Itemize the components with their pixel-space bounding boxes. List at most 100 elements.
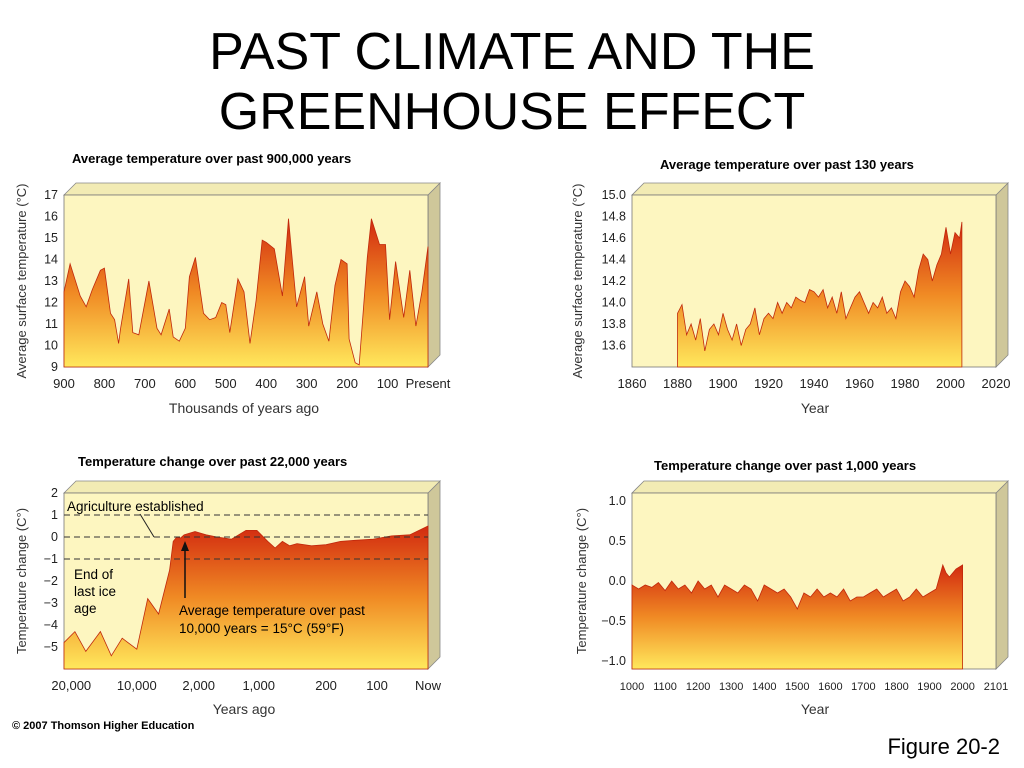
x-tick-label: 10,000 (117, 678, 157, 693)
panel-top (631, 480, 1009, 494)
x-tick-label: 1600 (818, 681, 842, 693)
y-tick-label: 16 (44, 210, 58, 224)
x-tick-label: 800 (94, 376, 116, 391)
y-tick-label: 14 (44, 253, 58, 267)
chart-t900k: Average temperature over past 900,000 ye… (14, 151, 451, 416)
x-tick-label: 2000 (936, 376, 965, 391)
annotation-average-1: Average temperature over past (179, 603, 365, 618)
y-axis-label: Average surface temperature (°C) (14, 184, 29, 379)
y-tick-label: 14.4 (602, 253, 626, 267)
x-tick-label: 20,000 (51, 678, 91, 693)
y-tick-label: −0.5 (601, 614, 626, 628)
x-tick-label: 1200 (686, 681, 710, 693)
x-tick-label: 1900 (709, 376, 738, 391)
annotation-ice-age-1: End of (74, 567, 113, 582)
panel-top (63, 480, 441, 494)
y-tick-label: 9 (51, 360, 58, 374)
x-tick-label: 100 (366, 678, 388, 693)
annotation-ice-age-2: last ice (74, 584, 116, 599)
y-tick-label: 14.2 (602, 274, 626, 288)
y-tick-label: 13.6 (602, 339, 626, 353)
annotation-ice-age-3: age (74, 601, 97, 616)
x-tick-label: Present (406, 376, 451, 391)
y-tick-label: 10 (44, 339, 58, 353)
copyright-notice: © 2007 Thomson Higher Education (12, 720, 195, 732)
y-tick-label: −1.0 (601, 654, 626, 668)
annotation-agriculture: Agriculture established (67, 499, 204, 514)
y-tick-label: 1.0 (609, 494, 626, 508)
chart-title: Average temperature over past 900,000 ye… (72, 151, 351, 166)
x-tick-label: 900 (53, 376, 75, 391)
y-tick-label: −3 (44, 596, 58, 610)
annotation-average-2: 10,000 years = 15°C (59°F) (179, 621, 344, 636)
panel-side (995, 182, 1009, 368)
series-area (63, 525, 429, 670)
x-tick-label: 300 (296, 376, 318, 391)
x-tick-label: 500 (215, 376, 237, 391)
x-axis-label: Thousands of years ago (169, 400, 319, 416)
x-axis-label: Year (801, 701, 830, 717)
x-tick-label: 1800 (884, 681, 908, 693)
y-tick-label: 0 (51, 530, 58, 544)
y-tick-label: 14.6 (602, 231, 626, 245)
y-tick-label: 15.0 (602, 188, 626, 202)
y-tick-label: 2 (51, 486, 58, 500)
x-tick-label: 100 (377, 376, 399, 391)
series-area (63, 218, 429, 368)
x-tick-label: 1400 (752, 681, 776, 693)
panel-top (63, 182, 441, 196)
figure-label: Figure 20-2 (887, 734, 1000, 759)
y-tick-label: 11 (45, 317, 58, 331)
x-tick-label: 1880 (663, 376, 692, 391)
series-area (631, 563, 963, 670)
y-tick-label: −1 (44, 552, 58, 566)
x-tick-label: 1940 (800, 376, 829, 391)
y-tick-label: −4 (44, 618, 58, 632)
y-tick-label: 13.8 (602, 317, 626, 331)
title-line-1: PAST CLIMATE AND THE (209, 23, 815, 81)
x-tick-label: 1500 (785, 681, 809, 693)
y-axis-label: Temperature change (C°) (14, 508, 29, 654)
y-tick-label: 0.0 (609, 574, 626, 588)
x-tick-label: 1860 (618, 376, 647, 391)
y-tick-label: 14.0 (602, 296, 626, 310)
y-tick-label: 12 (44, 296, 58, 310)
x-tick-label: 200 (315, 678, 337, 693)
x-tick-label: 2,000 (182, 678, 215, 693)
x-tick-label: Now (415, 678, 442, 693)
x-tick-label: 700 (134, 376, 156, 391)
x-tick-label: 2101 (984, 681, 1008, 693)
x-tick-label: 1960 (845, 376, 874, 391)
y-tick-label: 15 (44, 231, 58, 245)
y-tick-label: 17 (44, 188, 58, 202)
x-axis-label: Years ago (213, 701, 276, 717)
x-tick-label: 1,000 (242, 678, 275, 693)
x-tick-label: 1900 (917, 681, 941, 693)
x-axis-label: Year (801, 400, 830, 416)
annotation-arrowhead (181, 541, 189, 551)
chart-title: Temperature change over past 1,000 years (654, 458, 916, 473)
x-tick-label: 1980 (891, 376, 920, 391)
chart-title: Temperature change over past 22,000 year… (78, 454, 347, 469)
x-tick-label: 2000 (950, 681, 974, 693)
chart-t130: Average temperature over past 130 years A… (570, 157, 1010, 416)
x-tick-label: 1920 (754, 376, 783, 391)
y-axis-label: Average surface temperature (°C) (570, 184, 585, 379)
panel-side (427, 182, 441, 368)
series-area (677, 221, 963, 368)
y-tick-label: 14.8 (602, 210, 626, 224)
chart-title: Average temperature over past 130 years (660, 157, 914, 172)
x-tick-label: 400 (255, 376, 277, 391)
chart-t1000: Temperature change over past 1,000 years… (574, 458, 1009, 717)
y-tick-label: 0.5 (609, 534, 626, 548)
chart-t22k: Temperature change over past 22,000 year… (14, 454, 442, 717)
x-tick-label: 600 (174, 376, 196, 391)
y-tick-label: 1 (51, 508, 58, 522)
x-tick-label: 1000 (620, 681, 644, 693)
title-line-2: GREENHOUSE EFFECT (218, 83, 806, 141)
x-tick-label: 200 (336, 376, 358, 391)
panel-top (631, 182, 1009, 196)
page-title: PAST CLIMATE AND THE GREENHOUSE EFFECT (0, 22, 1024, 142)
x-tick-label: 1100 (653, 681, 677, 693)
